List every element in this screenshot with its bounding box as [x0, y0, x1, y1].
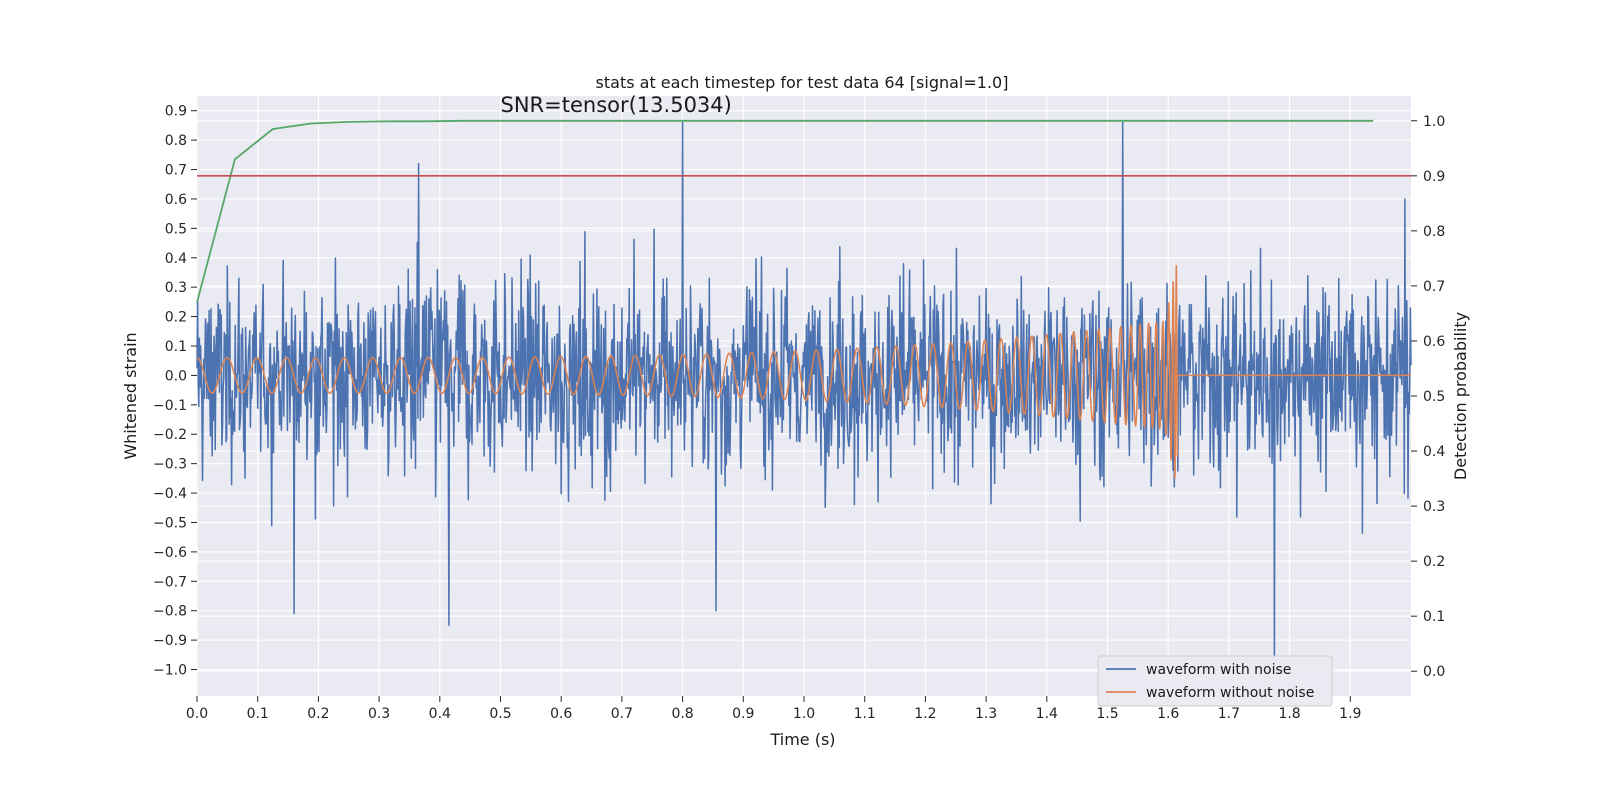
y-tick-label: 0.3: [165, 280, 187, 296]
y-tick-label: −1.0: [153, 663, 187, 679]
y-tick-label: 0.1: [165, 339, 187, 355]
y-tick-label: 0.2: [165, 310, 187, 326]
x-tick-label: 0.3: [368, 706, 390, 722]
series-waveform-with-noise: [196, 121, 1412, 671]
y-tick-label: 0.4: [165, 251, 187, 267]
y2-tick-label: 0.2: [1423, 554, 1445, 570]
x-tick-label: 1.9: [1339, 706, 1361, 722]
y-tick-label: −0.9: [153, 633, 187, 649]
y2-tick-label: 0.1: [1423, 609, 1445, 625]
clean-waveform-line: [196, 264, 1412, 480]
y-tick-label: −0.4: [153, 486, 187, 502]
y-tick-label: −0.8: [153, 604, 187, 620]
x-tick-label: 1.7: [1218, 706, 1240, 722]
y-tick-label: 0.6: [165, 192, 187, 208]
y2-tick-label: 0.5: [1423, 389, 1445, 405]
probability-line: [196, 119, 1374, 303]
x-tick-label: 1.2: [914, 706, 936, 722]
y-tick-label: −0.2: [153, 427, 187, 443]
y-tick-label: 0.9: [165, 104, 187, 120]
y2-tick-label: 0.4: [1423, 444, 1445, 460]
noise-waveform-line: [196, 121, 1412, 671]
y2-tick-label: 0.6: [1423, 334, 1445, 350]
snr-annotation: SNR=tensor(13.5034): [501, 93, 732, 117]
x-tick-label: 1.6: [1157, 706, 1179, 722]
x-axis-label: Time (s): [769, 730, 835, 749]
y2-ticks: 1.0 0.9 0.8 0.7 0.6 0.5 0.4 0.3 0.2 0.1 0.0: [1411, 114, 1445, 680]
x-tick-label: 1.3: [975, 706, 997, 722]
x-tick-label: 1.5: [1096, 706, 1118, 722]
legend-box: [1097, 655, 1333, 707]
x-tick-label: 1.1: [854, 706, 876, 722]
legend: waveform with noise waveform without noi…: [1097, 655, 1333, 707]
x-tick-label: 1.8: [1278, 706, 1300, 722]
chart-title: stats at each timestep for test data 64 …: [596, 73, 1009, 92]
y-tick-label: −0.1: [153, 398, 187, 414]
y2-tick-label: 0.3: [1423, 499, 1445, 515]
y-tick-label: −0.7: [153, 574, 187, 590]
x-tick-label: 0.7: [611, 706, 633, 722]
legend-label-clean: waveform without noise: [1146, 685, 1314, 701]
x-ticks: 0.0 0.1 0.2 0.3 0.4 0.5 0.6 0.7 0.8 0.9 1.0 1.1 1.2 1…: [186, 696, 1361, 722]
y-tick-label: 0.7: [165, 163, 187, 179]
legend-label-noise: waveform with noise: [1146, 662, 1291, 678]
x-tick-label: 0.0: [186, 706, 208, 722]
y-tick-label: 0.8: [165, 133, 187, 149]
y-tick-label: −0.3: [153, 457, 187, 473]
series-detection-probability: [196, 119, 1374, 303]
y-tick-label: 0.5: [165, 221, 187, 237]
y2-tick-label: 1.0: [1423, 114, 1445, 130]
x-tick-label: 0.1: [247, 706, 269, 722]
y-ticks: 0.9 0.8 0.7 0.6 0.5 0.4 0.3 0.2 0.1 0.0 −0.1 −0.2 −0…: [153, 104, 197, 679]
x-tick-label: 0.9: [732, 706, 754, 722]
x-tick-label: 0.2: [307, 706, 329, 722]
x-tick-label: 0.4: [429, 706, 451, 722]
x-tick-label: 1.4: [1036, 706, 1058, 722]
x-tick-label: 0.8: [671, 706, 693, 722]
x-tick-label: 0.5: [489, 706, 511, 722]
y-tick-label: −0.5: [153, 515, 187, 531]
x-tick-label: 1.0: [793, 706, 815, 722]
x-tick-label: 0.6: [550, 706, 572, 722]
y-tick-label: −0.6: [153, 545, 187, 561]
y2-tick-label: 0.0: [1423, 664, 1445, 680]
series-waveform-without-noise: [196, 264, 1412, 480]
y2-tick-label: 0.8: [1423, 224, 1445, 240]
y-axis-label: Whitened strain: [121, 332, 140, 459]
y-tick-label: 0.0: [165, 368, 187, 384]
y2-axis-label: Detection probability: [1451, 312, 1470, 480]
y2-tick-label: 0.7: [1423, 279, 1445, 295]
y2-tick-label: 0.9: [1423, 169, 1445, 185]
